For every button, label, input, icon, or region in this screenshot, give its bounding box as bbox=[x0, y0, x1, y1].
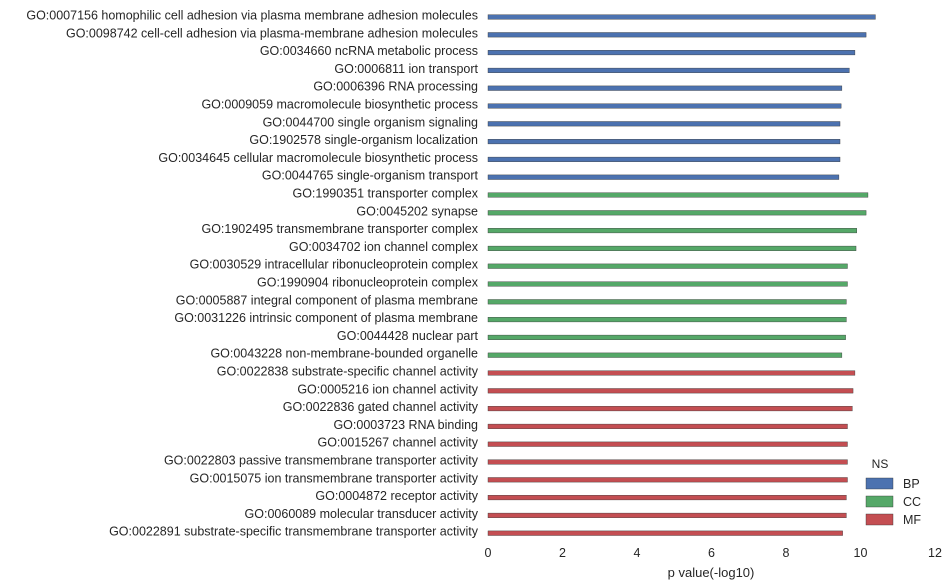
bar-cc bbox=[487, 317, 847, 323]
category-label: GO:0034702 ion channel complex bbox=[289, 240, 479, 254]
bar-bp bbox=[487, 50, 856, 56]
bar-cc bbox=[487, 299, 847, 305]
category-label: GO:0060089 molecular transducer activity bbox=[245, 507, 479, 521]
bar-mf bbox=[487, 459, 848, 465]
category-label: GO:0030529 intracellular ribonucleoprote… bbox=[190, 258, 479, 272]
bar-bp bbox=[487, 103, 842, 109]
bar-mf bbox=[487, 406, 853, 412]
x-tick-label: 0 bbox=[485, 546, 492, 560]
category-label: GO:1902495 transmembrane transporter com… bbox=[201, 222, 478, 236]
category-label: GO:0098742 cell-cell adhesion via plasma… bbox=[66, 26, 478, 40]
legend-swatch-cc bbox=[865, 495, 894, 508]
x-tick-label: 6 bbox=[708, 546, 715, 560]
bar-mf bbox=[487, 530, 843, 536]
category-label: GO:0022838 substrate-specific channel ac… bbox=[217, 365, 479, 379]
category-label: GO:0044700 single organism signaling bbox=[263, 115, 478, 129]
bar-cc bbox=[487, 245, 857, 251]
category-label: GO:1902578 single-organism localization bbox=[249, 133, 478, 147]
bar-bp bbox=[487, 174, 840, 180]
bar-bp bbox=[487, 139, 841, 145]
bar-cc bbox=[487, 334, 846, 340]
bar-cc bbox=[487, 352, 843, 358]
bar-mf bbox=[487, 441, 848, 447]
x-tick-labels-group: 0 2 4 6 8 10 12 bbox=[485, 546, 942, 560]
category-label: GO:0007156 homophilic cell adhesion via … bbox=[26, 9, 478, 23]
category-label: GO:0022836 gated channel activity bbox=[283, 400, 479, 414]
category-label: GO:0034645 cellular macromolecule biosyn… bbox=[158, 151, 478, 165]
x-axis-title: p value(-log10) bbox=[668, 565, 755, 580]
category-label: GO:0031226 intrinsic component of plasma… bbox=[174, 311, 478, 325]
bar-mf bbox=[487, 495, 847, 501]
bar-cc bbox=[487, 192, 869, 198]
legend-swatch-bp bbox=[865, 477, 894, 490]
category-label: GO:0022803 passive transmembrane transpo… bbox=[164, 454, 479, 468]
category-label: GO:0044765 single-organism transport bbox=[262, 169, 479, 183]
x-tick-label: 12 bbox=[928, 546, 942, 560]
category-label: GO:0006396 RNA processing bbox=[313, 80, 478, 94]
legend-label-bp: BP bbox=[903, 477, 920, 491]
category-label: GO:0022891 substrate-specific transmembr… bbox=[109, 525, 479, 539]
legend-title: NS bbox=[872, 457, 889, 471]
bar-bp bbox=[487, 67, 850, 73]
category-labels-group: GO:0007156 homophilic cell adhesion via … bbox=[26, 9, 478, 539]
category-label: GO:0005887 integral component of plasma … bbox=[176, 293, 478, 307]
category-label: GO:0005216 ion channel activity bbox=[297, 382, 478, 396]
bar-mf bbox=[487, 388, 854, 394]
bars-group bbox=[487, 14, 876, 536]
bar-mf bbox=[487, 423, 848, 429]
bar-mf bbox=[487, 512, 847, 518]
x-tick-label: 10 bbox=[854, 546, 868, 560]
bar-cc bbox=[487, 263, 848, 269]
bar-mf bbox=[487, 477, 848, 483]
legend-swatch-mf bbox=[865, 513, 894, 526]
category-label: GO:0043228 non-membrane-bounded organell… bbox=[210, 347, 478, 361]
bar-cc bbox=[487, 228, 857, 234]
legend: NS BP CC MF bbox=[865, 457, 921, 527]
category-label: GO:1990351 transporter complex bbox=[292, 187, 478, 201]
category-label: GO:0006811 ion transport bbox=[334, 62, 478, 76]
category-label: GO:0009059 macromolecule biosynthetic pr… bbox=[201, 98, 478, 112]
x-tick-label: 2 bbox=[559, 546, 566, 560]
category-label: GO:0015267 channel activity bbox=[317, 436, 478, 450]
bar-mf bbox=[487, 370, 856, 376]
category-label: GO:0044428 nuclear part bbox=[337, 329, 479, 343]
category-label: GO:0015075 ion transmembrane transporter… bbox=[190, 471, 479, 485]
bar-bp bbox=[487, 14, 876, 20]
bar-cc bbox=[487, 281, 848, 287]
bar-bp bbox=[487, 85, 843, 91]
legend-items: BP CC MF bbox=[865, 477, 921, 527]
category-label: GO:0034660 ncRNA metabolic process bbox=[260, 44, 478, 58]
category-label: GO:0045202 synapse bbox=[356, 204, 478, 218]
x-tick-label: 4 bbox=[634, 546, 641, 560]
bar-bp bbox=[487, 156, 841, 162]
category-label: GO:0003723 RNA binding bbox=[333, 418, 478, 432]
bar-bp bbox=[487, 121, 841, 127]
category-label: GO:0004872 receptor activity bbox=[315, 489, 478, 503]
bar-bp bbox=[487, 32, 867, 38]
bar-cc bbox=[487, 210, 867, 216]
category-label: GO:1990904 ribonucleoprotein complex bbox=[257, 276, 479, 290]
legend-label-mf: MF bbox=[903, 513, 921, 527]
legend-label-cc: CC bbox=[903, 495, 921, 509]
x-tick-label: 8 bbox=[783, 546, 790, 560]
